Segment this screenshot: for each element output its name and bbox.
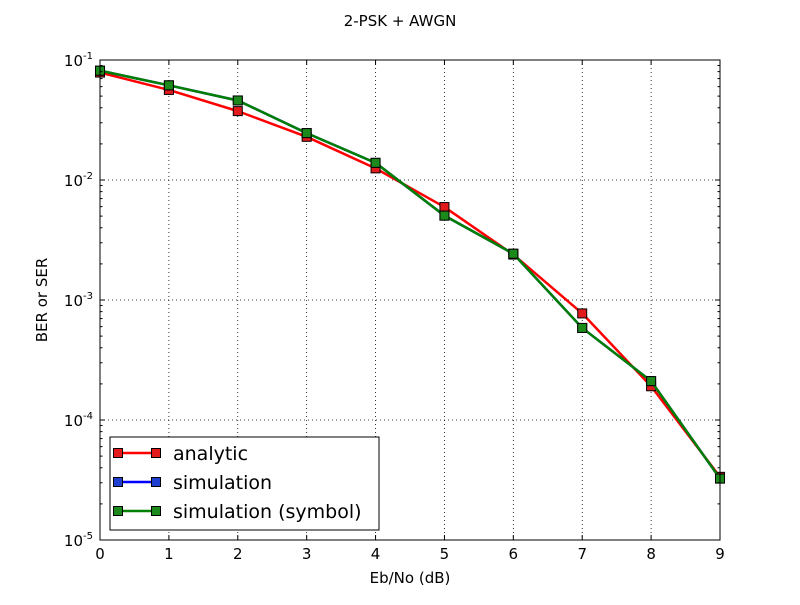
legend: analytic simulation simulation (symbol)	[109, 436, 380, 531]
y-tick-labels: 10-1 10-2 10-3 10-4 10-5	[64, 51, 93, 550]
x-tick-label: 6	[509, 545, 519, 563]
legend-marker-2	[151, 477, 161, 487]
x-tick-label: 7	[577, 545, 587, 563]
legend-marker-3	[151, 506, 161, 516]
legend-marker-1	[151, 448, 161, 458]
plot-series	[95, 65, 725, 484]
series-1-marker	[577, 308, 588, 319]
legend-label-2: simulation	[173, 472, 272, 494]
legend-label-1: analytic	[173, 443, 248, 465]
series-3-marker	[301, 128, 312, 139]
series-line-2	[99, 69, 722, 480]
x-tick-label: 9	[715, 545, 725, 563]
series-1-marker	[439, 202, 450, 213]
x-tick-label: 8	[646, 545, 656, 563]
series-3-marker	[508, 248, 519, 259]
x-tick-label: 2	[233, 545, 243, 563]
y-tick-label: 10-3	[64, 291, 93, 310]
legend-marker-3	[113, 506, 123, 516]
y-tick-label: 10-1	[64, 51, 93, 70]
series-3-marker	[232, 95, 243, 106]
legend-marker-1	[113, 448, 123, 458]
y-axis-title: BER or SER	[33, 258, 51, 343]
x-tick-label: 1	[164, 545, 174, 563]
x-tick-label: 0	[95, 545, 105, 563]
chart-title: 2-PSK + AWGN	[344, 12, 457, 30]
series-3-marker	[163, 80, 174, 91]
axis-ticks	[99, 59, 721, 541]
series-3-marker	[577, 322, 588, 333]
x-tick-label: 4	[371, 545, 381, 563]
x-tick-label: 5	[440, 545, 450, 563]
series-line-1	[99, 71, 721, 478]
legend-label-3: simulation (symbol)	[173, 501, 362, 523]
series-3-marker	[439, 210, 450, 221]
y-tick-label: 10-5	[64, 531, 93, 550]
legend-marker-2	[113, 477, 123, 487]
series-3-marker	[370, 157, 381, 168]
series-3-marker	[646, 376, 657, 387]
series-1-marker	[232, 106, 243, 117]
series-line-3	[99, 69, 722, 480]
y-tick-label: 10-4	[64, 411, 93, 430]
y-tick-label: 10-2	[64, 171, 93, 190]
x-tick-label: 3	[302, 545, 312, 563]
x-tick-labels: 0 1 2 3 4 5 6 7 8 9	[95, 545, 725, 563]
x-axis-title: Eb/No (dB)	[370, 569, 451, 587]
